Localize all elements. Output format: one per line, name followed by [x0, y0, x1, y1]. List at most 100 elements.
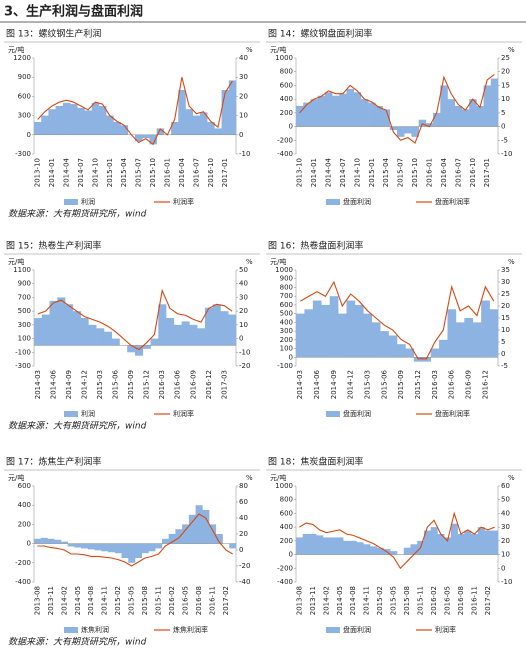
source-note: 数据来源：大有期货研究所，wind	[8, 637, 147, 648]
x-tick-label: 2014-10	[353, 158, 361, 187]
y-tick-label: 1200	[13, 54, 31, 62]
x-tick-label: 2014-09	[330, 370, 338, 399]
profit-bar	[410, 544, 418, 555]
x-tick-label: 2014-11	[363, 586, 371, 615]
y2-tick-label: 30	[239, 73, 248, 81]
x-tick-label: 2014-09	[65, 370, 73, 399]
rate-line	[37, 288, 233, 351]
y-tick-label: -100	[277, 362, 293, 370]
profit-bar	[74, 543, 82, 548]
y-tick-label: 0	[289, 551, 293, 559]
profit-bar	[430, 348, 440, 358]
y2-tick-label: 30	[501, 523, 510, 531]
y2-tick-label: 60	[501, 482, 510, 490]
x-tick-label: 2017-02	[484, 586, 492, 615]
x-tick-label: 2013-08	[295, 586, 303, 615]
y2-tick-label: 20	[501, 68, 510, 76]
y2-tick-label: -10	[501, 578, 512, 586]
x-tick-label: 2016-10	[207, 158, 215, 187]
x-tick-label: 2013-10	[296, 158, 304, 187]
y2-tick-label: 10	[239, 112, 248, 120]
x-tick-label: 2016-01	[163, 158, 171, 187]
x-tick-label: 2014-03	[296, 370, 304, 399]
y2-tick-label: 0	[501, 123, 505, 131]
profit-bar	[128, 543, 136, 563]
x-tick-label: 2014-04	[62, 157, 70, 187]
x-tick-label: 2015-01	[106, 158, 114, 187]
x-tick-label: 2016-07	[192, 158, 200, 187]
profit-bar	[450, 523, 458, 555]
x-tick-label: 2014-06	[49, 369, 57, 399]
x-tick-label: 2015-11	[155, 586, 163, 615]
x-tick-label: 2015-12	[414, 370, 422, 399]
x-tick-label: 2017-01	[221, 158, 229, 187]
y-tick-label: 1000	[275, 266, 293, 274]
profit-bar	[338, 313, 347, 358]
y2-tick-label: 10	[501, 95, 510, 103]
x-tick-label: 2014-02	[60, 586, 68, 615]
profit-bar	[199, 112, 208, 135]
y-tick-label: 700	[18, 293, 31, 301]
x-tick-label: 2016-03	[158, 370, 166, 399]
section-heading: 3、生产利润与盘面利润	[4, 4, 143, 20]
y2-tick-label: 20	[501, 302, 510, 310]
x-tick-label: 2016-11	[208, 586, 216, 615]
legend-swatch	[64, 411, 78, 417]
x-tick-label: 2014-01	[48, 158, 56, 187]
y2-tick-label: -20	[239, 562, 250, 570]
y-tick-label: 800	[280, 68, 293, 76]
y-tick-label: 600	[280, 81, 293, 89]
profit-bar	[150, 338, 159, 346]
legend-label: 炼焦利润	[81, 625, 109, 634]
x-tick-label: 2015-09	[397, 370, 405, 399]
x-tick-label: 2016-06	[174, 369, 182, 399]
legend-label: 盘面利润率	[435, 197, 470, 206]
profit-bar	[440, 85, 448, 127]
profit-bar	[370, 546, 378, 555]
x-tick-label: 2016-12	[205, 370, 213, 399]
y-tick-label: -300	[15, 362, 31, 370]
profit-bar	[121, 543, 129, 558]
y2-tick-label: 10	[501, 326, 510, 334]
x-tick-label: 2016-08	[457, 586, 465, 615]
profit-bar	[447, 309, 457, 358]
profit-bar	[433, 112, 441, 127]
x-tick-label: 2014-12	[347, 370, 355, 399]
chart-title: 图 14：螺纹钢盘面利润率	[268, 28, 372, 40]
y2-tick-label: 5	[501, 109, 505, 117]
profit-bar	[88, 324, 97, 346]
y-tick-label: 400	[280, 318, 293, 326]
profit-bar	[454, 106, 463, 127]
rate-line	[37, 513, 233, 567]
y2-tick-label: -5	[501, 362, 508, 370]
y-unit: 元/吨	[270, 45, 286, 54]
y-tick-label: 800	[280, 283, 293, 291]
profit-bar	[422, 357, 431, 362]
profit-bar	[471, 534, 479, 555]
y-tick-label: 700	[280, 292, 293, 300]
profit-bar	[41, 314, 50, 346]
profit-bar	[309, 534, 317, 555]
y-tick-label: 400	[280, 95, 293, 103]
y-tick-label: 100	[280, 345, 293, 353]
x-tick-label: 2014-12	[81, 370, 89, 399]
profit-bar	[476, 106, 484, 127]
profit-bar	[371, 322, 381, 358]
y-tick-label: -200	[277, 136, 293, 144]
y2-tick-label: 30	[501, 278, 510, 286]
profit-bar	[55, 106, 64, 135]
rate-line	[299, 280, 495, 360]
profit-bar	[40, 537, 48, 544]
profit-bar	[81, 543, 89, 549]
x-tick-label: 2015-06	[112, 369, 120, 399]
chart-title: 图 18：焦炭盘面利润率	[268, 456, 363, 468]
profit-bar	[360, 99, 369, 127]
profit-bar	[54, 539, 62, 544]
profit-bar	[353, 92, 362, 127]
chart-title: 图 13：螺纹钢生产利润	[6, 28, 101, 40]
profit-bar	[317, 95, 326, 127]
legend-label: 炼焦利润率	[173, 625, 208, 634]
y-unit: 元/吨	[270, 257, 286, 266]
y-tick-label: 1000	[275, 54, 293, 62]
y2-tick-label: -40	[239, 578, 250, 586]
